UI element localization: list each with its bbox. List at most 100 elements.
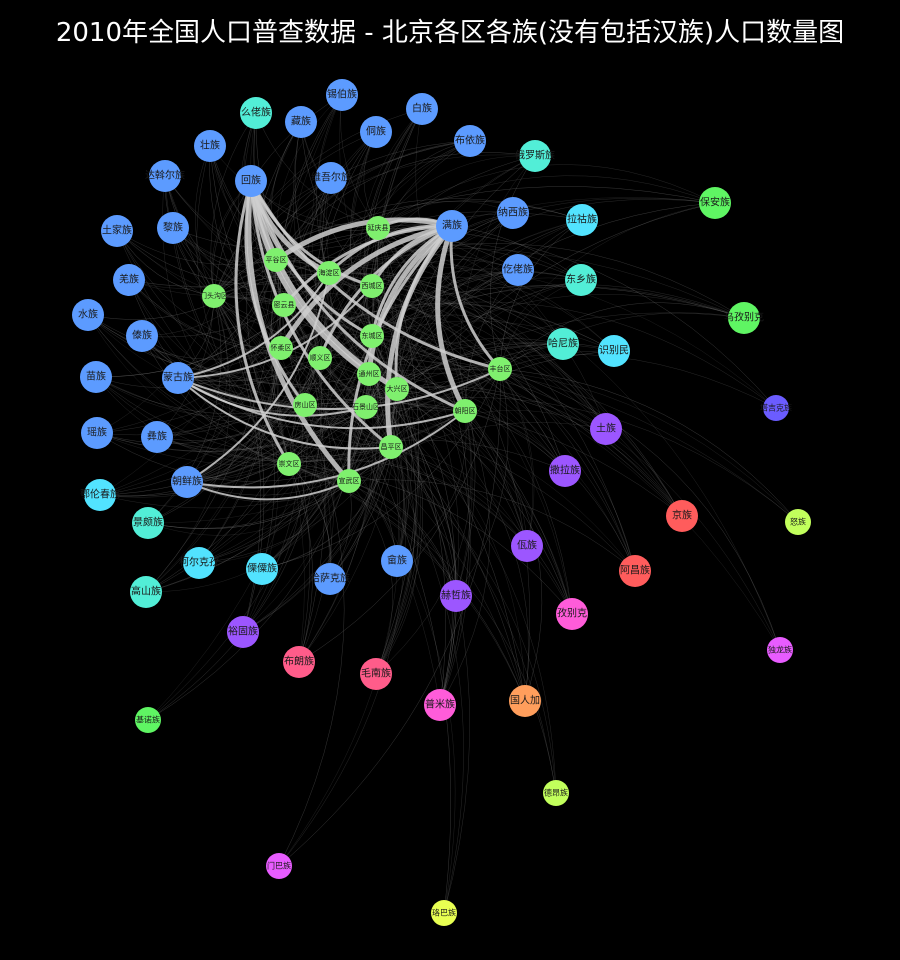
district-node[interactable]: 朝阳区 <box>453 399 477 423</box>
ethnic-group-node[interactable]: 撒拉族 <box>549 455 581 487</box>
ethnic-group-node[interactable]: 回族 <box>235 165 267 197</box>
district-node-label: 密云县 <box>274 300 295 309</box>
ethnic-group-node[interactable]: 满族 <box>436 210 468 242</box>
district-node[interactable]: 西城区 <box>360 274 384 298</box>
ethnic-group-node-label: 俄罗斯族 <box>515 149 555 162</box>
ethnic-group-node[interactable]: 么佬族 <box>240 97 272 129</box>
edge-faint <box>261 121 306 406</box>
ethnic-group-node[interactable]: 基诺族 <box>135 707 161 733</box>
ethnic-group-node[interactable]: 鄂伦春族 <box>80 479 120 511</box>
ethnic-group-node[interactable]: 怒族 <box>785 509 811 535</box>
ethnic-group-node[interactable]: 赫哲族 <box>440 580 472 612</box>
ethnic-group-node[interactable]: 裕固族 <box>227 616 259 648</box>
district-node-circle <box>317 261 341 285</box>
ethnic-group-node[interactable]: 佤族 <box>511 530 543 562</box>
district-node[interactable]: 门头沟区 <box>200 284 228 308</box>
district-node[interactable]: 怀柔区 <box>269 336 293 360</box>
edge-faint <box>288 463 526 702</box>
ethnic-group-node[interactable]: 毛南族 <box>360 658 392 690</box>
ethnic-group-node-circle <box>381 545 413 577</box>
ethnic-group-node[interactable]: 水族 <box>72 299 104 331</box>
district-node[interactable]: 平谷区 <box>264 248 288 272</box>
district-node[interactable]: 大兴区 <box>385 377 409 401</box>
ethnic-group-node-circle <box>84 479 116 511</box>
ethnic-group-node[interactable]: 俄罗斯族 <box>515 140 555 172</box>
ethnic-group-node[interactable]: 彝族 <box>141 421 173 453</box>
edge-faint <box>156 410 466 462</box>
ethnic-group-node[interactable]: 阿昌族 <box>619 555 651 587</box>
edge-faint <box>371 335 636 572</box>
ethnic-group-node[interactable]: 黎族 <box>157 212 189 244</box>
ethnic-group-node[interactable]: 壮族 <box>194 130 226 162</box>
ethnic-group-node[interactable]: 蒙古族 <box>162 362 194 394</box>
ethnic-group-node[interactable]: 哈萨克族 <box>310 563 350 595</box>
ethnic-group-node[interactable]: 德昂族 <box>543 780 569 806</box>
ethnic-group-node[interactable]: 土族 <box>590 413 622 445</box>
district-node[interactable]: 延庆县 <box>366 216 390 240</box>
ethnic-group-node[interactable]: 拉祜族 <box>566 204 598 236</box>
ethnic-group-node[interactable]: 门巴族 <box>266 853 292 879</box>
ethnic-group-node[interactable]: 国人加 <box>509 685 541 717</box>
ethnic-group-node[interactable]: 珞巴族 <box>431 900 457 926</box>
ethnic-group-node[interactable]: 藏族 <box>285 106 317 138</box>
ethnic-group-node[interactable]: 孜别克 <box>556 598 588 630</box>
ethnic-group-node-circle <box>598 335 630 367</box>
district-node[interactable]: 通州区 <box>357 362 381 386</box>
ethnic-group-node[interactable]: 锡伯族 <box>326 79 358 111</box>
ethnic-group-node[interactable]: 高山族 <box>130 576 162 608</box>
ethnic-group-node[interactable]: 普米族 <box>424 689 456 721</box>
ethnic-group-node[interactable]: 朝鲜族 <box>171 466 203 498</box>
edge-faint <box>116 230 501 370</box>
ethnic-group-node[interactable]: 维吾尔族 <box>311 162 351 194</box>
ethnic-group-node[interactable]: 京族 <box>666 500 698 532</box>
ethnic-group-node[interactable]: 保安族 <box>699 187 731 219</box>
district-node[interactable]: 宣武区 <box>337 469 361 493</box>
district-node[interactable]: 顺义区 <box>308 346 332 370</box>
edge-faint <box>375 446 418 675</box>
district-node[interactable]: 海淀区 <box>317 261 341 285</box>
ethnic-group-node[interactable]: 布依族 <box>454 125 486 157</box>
ethnic-group-node-circle <box>767 637 793 663</box>
ethnic-group-node[interactable]: 苗族 <box>80 361 112 393</box>
edge-faint <box>377 224 582 281</box>
ethnic-group-node[interactable]: 景颇族 <box>132 507 164 539</box>
edge-faint <box>261 446 392 570</box>
ethnic-group-node[interactable]: 塔吉克族 <box>760 395 792 421</box>
ethnic-group-node[interactable]: 纳西族 <box>497 197 529 229</box>
edge-faint <box>328 272 636 572</box>
ethnic-group-node[interactable]: 傣族 <box>126 320 158 352</box>
district-node[interactable]: 密云县 <box>272 293 296 317</box>
ethnic-group-node[interactable]: 瑶族 <box>81 417 113 449</box>
ethnic-group-node[interactable]: 土家族 <box>101 215 133 247</box>
ethnic-group-node[interactable]: 独龙族 <box>767 637 793 663</box>
ethnic-group-node[interactable]: 畲族 <box>381 545 413 577</box>
district-node[interactable]: 石景山区 <box>352 395 380 419</box>
ethnic-group-node[interactable]: 羌族 <box>113 264 145 296</box>
district-node[interactable]: 东城区 <box>360 324 384 348</box>
ethnic-group-node[interactable]: 白族 <box>406 93 438 125</box>
ethnic-group-node[interactable]: 仡佬族 <box>502 254 534 286</box>
ethnic-group-node[interactable]: 识别民 <box>598 335 630 367</box>
ethnic-group-node[interactable]: 柯尔克孜 <box>179 547 219 579</box>
ethnic-group-node[interactable]: 布朗族 <box>283 646 315 678</box>
district-node[interactable]: 崇文区 <box>277 452 301 476</box>
edge-faint <box>319 155 536 359</box>
ethnic-group-node[interactable]: 东乡族 <box>565 264 597 296</box>
ethnic-group-node[interactable]: 达斡尔族 <box>145 160 185 192</box>
edge-faint <box>164 175 373 287</box>
ethnic-group-node[interactable]: 侗族 <box>360 116 392 148</box>
ethnic-group-node[interactable]: 傈僳族 <box>246 553 278 585</box>
district-node[interactable]: 丰台区 <box>488 357 512 381</box>
ethnic-group-node[interactable]: 哈尼族 <box>547 328 579 360</box>
ethnic-group-node-circle <box>566 204 598 236</box>
edge-faint <box>499 368 799 523</box>
district-node[interactable]: 昌平区 <box>379 435 403 459</box>
edge-faint <box>147 446 392 530</box>
district-node[interactable]: 房山区 <box>293 393 317 417</box>
edge-faint <box>348 202 716 482</box>
district-node-circle <box>277 452 301 476</box>
edge-faint <box>147 272 330 524</box>
ethnic-group-node[interactable]: 乌孜别克 <box>724 302 764 334</box>
edge-strong <box>249 179 502 371</box>
